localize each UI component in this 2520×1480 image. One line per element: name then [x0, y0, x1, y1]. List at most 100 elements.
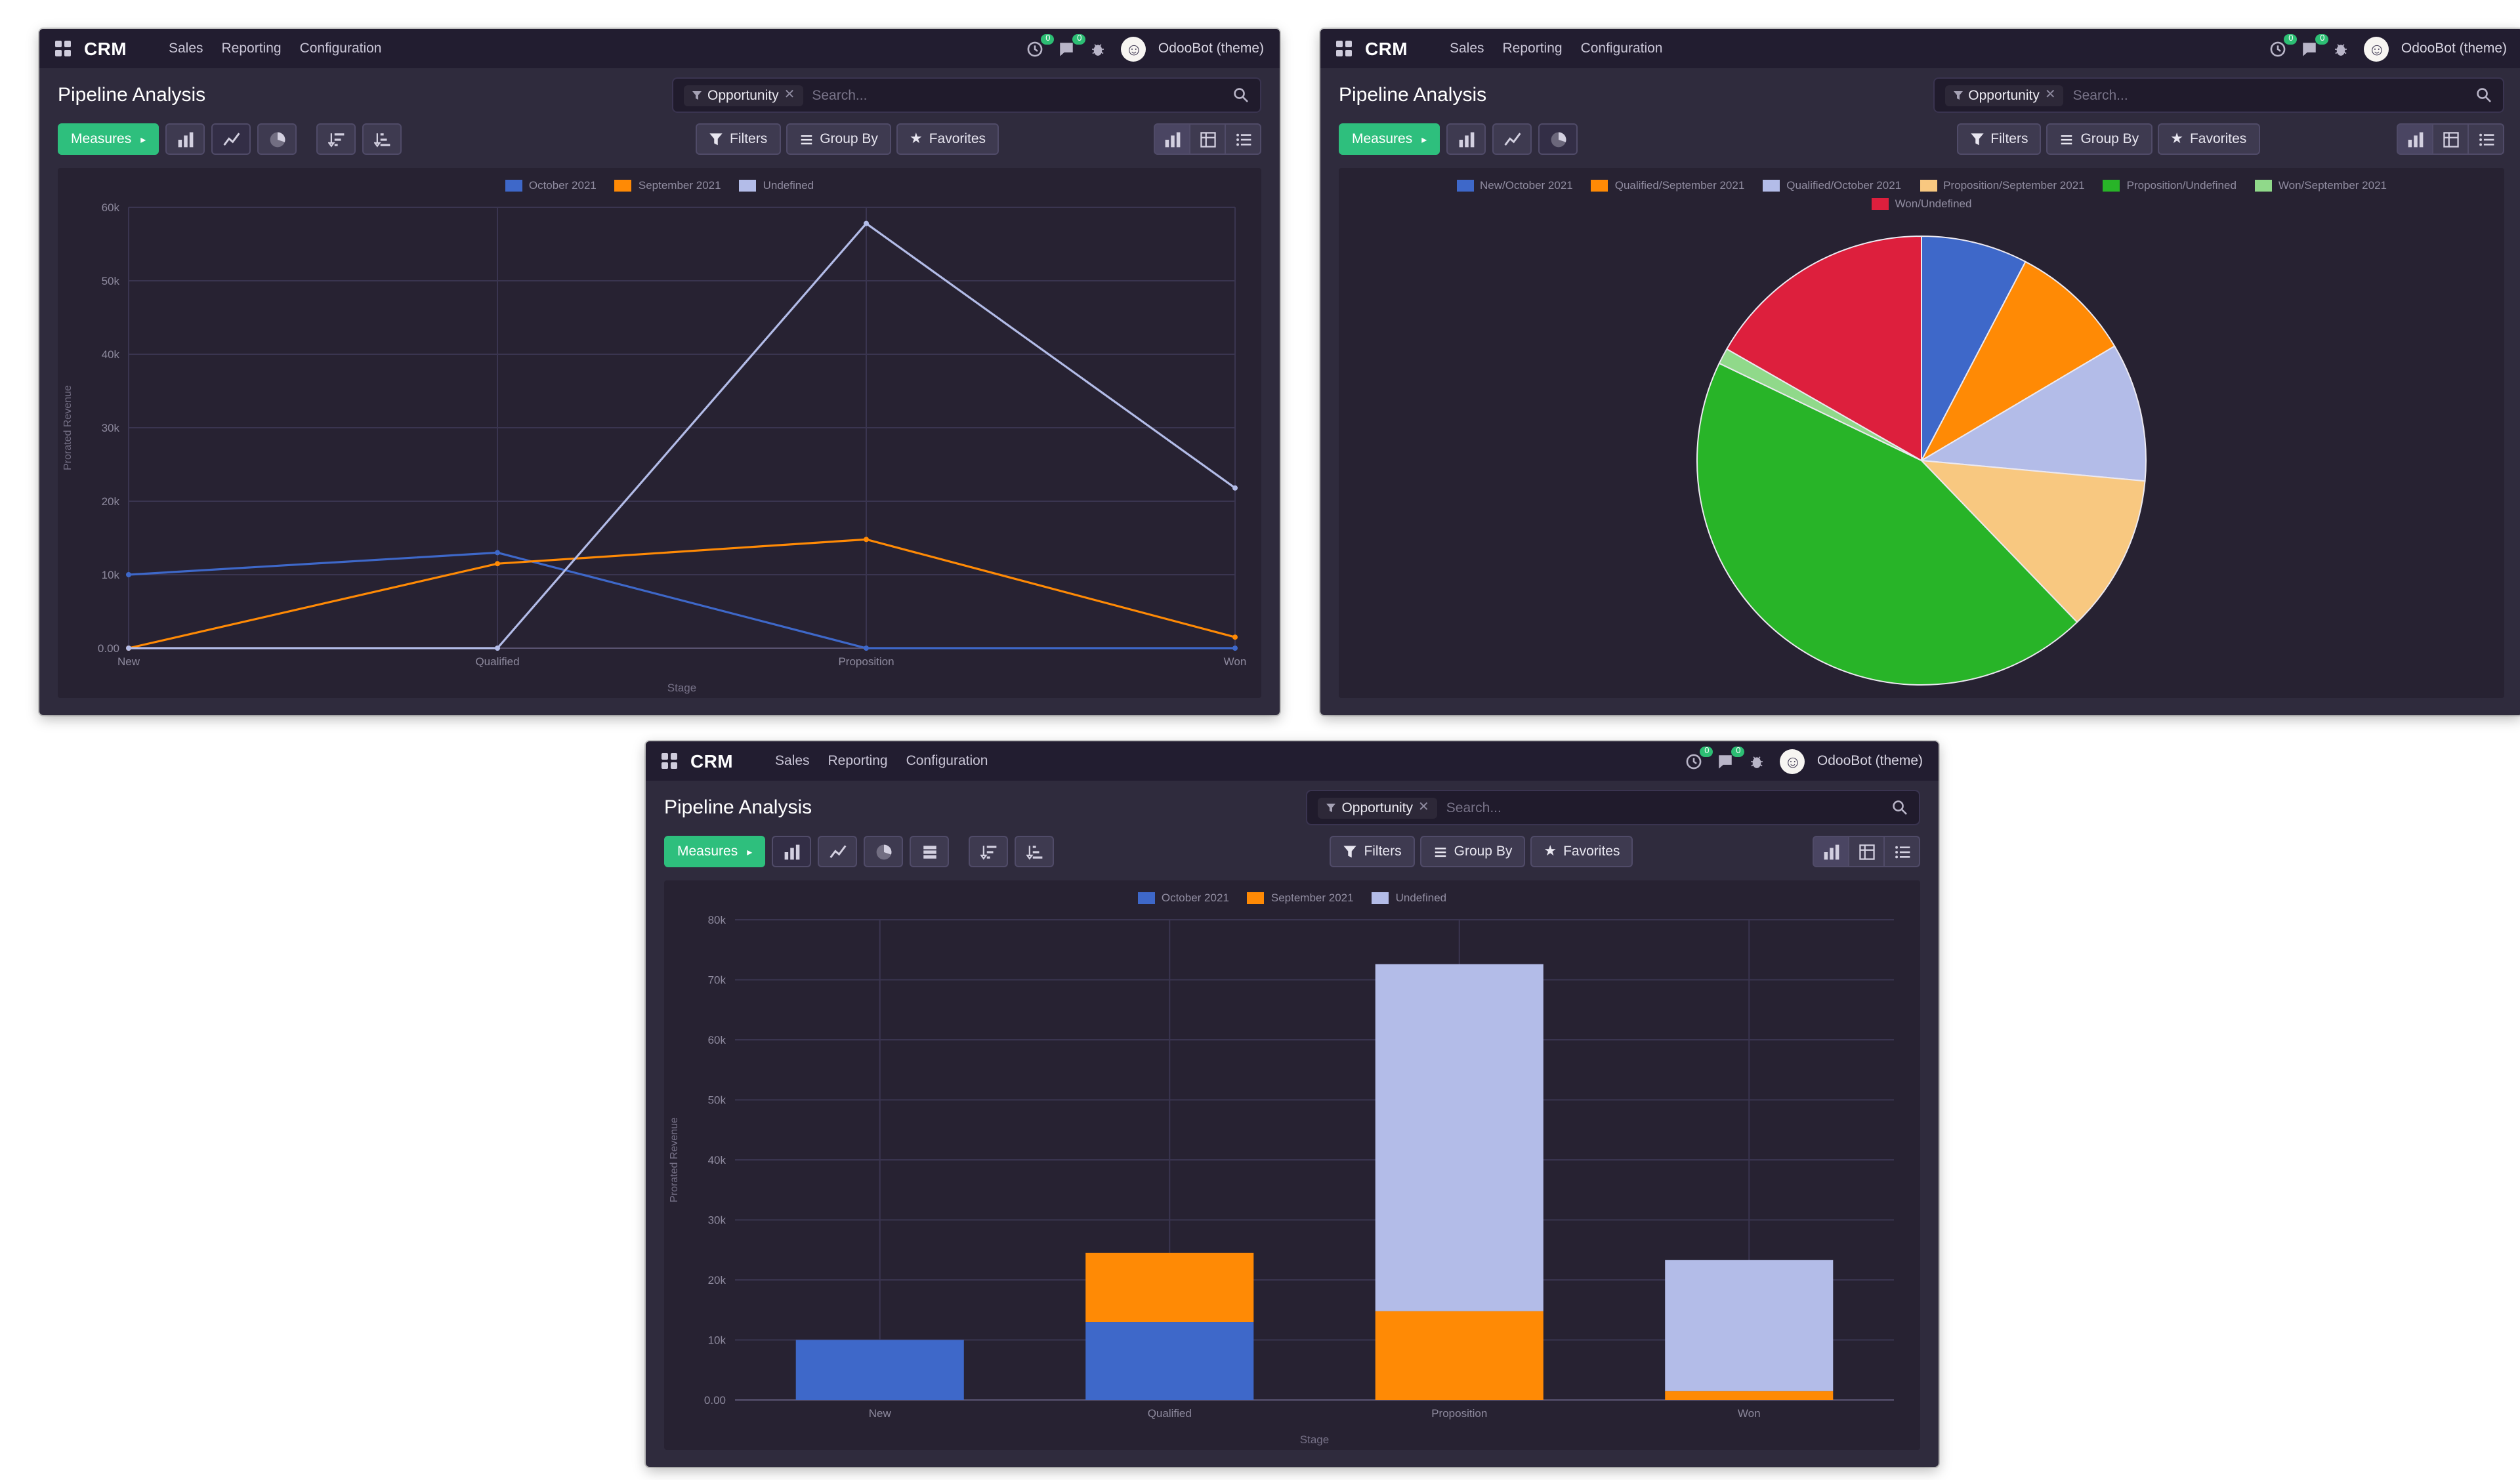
list-view-button[interactable] [2468, 123, 2504, 155]
pie-chart-button[interactable] [257, 123, 297, 155]
search-input[interactable] [809, 86, 1226, 104]
svg-text:Qualified: Qualified [475, 655, 519, 668]
legend-item[interactable]: Won/Undefined [1871, 197, 1971, 210]
line-chart-button[interactable] [818, 836, 858, 867]
apps-grid-icon[interactable] [1336, 41, 1352, 56]
remove-facet-icon[interactable]: ✕ [1418, 800, 1429, 814]
user-name[interactable]: OdooBot (theme) [2401, 41, 2507, 56]
menu-sales[interactable]: Sales [1449, 41, 1484, 56]
filter-icon [692, 91, 702, 99]
messages-icon[interactable]: 0 [2301, 33, 2329, 58]
app-name[interactable]: CRM [1365, 38, 1408, 59]
pivot-view-button[interactable] [1848, 836, 1885, 867]
filters-button[interactable]: Filters [1956, 123, 2042, 155]
legend-item[interactable]: October 2021 [1137, 891, 1229, 904]
activities-icon[interactable]: 0 [1027, 33, 1055, 58]
list-view-button[interactable] [1883, 836, 1920, 867]
pie-chart-button[interactable] [864, 836, 904, 867]
sort-descending-button[interactable] [316, 123, 356, 155]
user-avatar[interactable]: ☺ [2364, 36, 2389, 61]
legend-item[interactable]: New/October 2021 [1456, 178, 1573, 192]
bar-chart-button[interactable] [165, 123, 205, 155]
user-avatar[interactable]: ☺ [1780, 749, 1805, 773]
pie-chart-button[interactable] [1538, 123, 1578, 155]
user-avatar[interactable]: ☺ [1121, 36, 1146, 61]
legend-item[interactable]: September 2021 [614, 178, 721, 192]
debug-icon[interactable] [2333, 39, 2353, 58]
search-bar[interactable]: Opportunity ✕ [672, 77, 1261, 113]
user-name[interactable]: OdooBot (theme) [1816, 753, 1923, 769]
messages-icon[interactable]: 0 [1059, 33, 1086, 58]
favorites-button[interactable]: ★ Favorites [896, 123, 999, 155]
menu-sales[interactable]: Sales [774, 753, 810, 769]
messages-icon[interactable]: 0 [1717, 746, 1745, 771]
legend-item[interactable]: Won/September 2021 [2254, 178, 2387, 192]
search-bar[interactable]: Opportunity ✕ [1306, 790, 1920, 825]
search-icon[interactable] [2475, 87, 2492, 104]
sort-ascending-button[interactable] [362, 123, 402, 155]
apps-grid-icon[interactable] [662, 753, 677, 769]
search-bar[interactable]: Opportunity ✕ [1933, 77, 2504, 113]
legend-label: October 2021 [528, 178, 597, 192]
measures-button[interactable]: Measures ▸ [664, 836, 766, 867]
sort-descending-button[interactable] [969, 836, 1009, 867]
search-icon[interactable] [1232, 87, 1250, 104]
graph-view-button[interactable] [1813, 836, 1849, 867]
user-name[interactable]: OdooBot (theme) [1158, 41, 1264, 56]
legend-item[interactable]: Qualified/September 2021 [1591, 178, 1744, 192]
facet-label: Opportunity [707, 87, 779, 103]
debug-icon[interactable] [1749, 751, 1769, 771]
favorites-button[interactable]: ★ Favorites [2157, 123, 2260, 155]
line-chart[interactable]: 0.00 10k 20k 30k 40k 50k 60k New Qualified Propos… [58, 194, 1261, 698]
legend-item[interactable]: Proposition/September 2021 [1920, 178, 2085, 192]
pie-chart[interactable] [1339, 213, 2504, 698]
legend-item[interactable]: September 2021 [1247, 891, 1354, 904]
legend-label: September 2021 [638, 178, 721, 192]
measures-button[interactable]: Measures ▸ [58, 123, 159, 155]
list-view-button[interactable] [1225, 123, 1261, 155]
legend-item[interactable]: Undefined [1372, 891, 1446, 904]
measures-button[interactable]: Measures ▸ [1339, 123, 1440, 155]
app-name[interactable]: CRM [84, 38, 127, 59]
svg-text:Stage: Stage [1300, 1433, 1329, 1446]
menu-configuration[interactable]: Configuration [1580, 41, 1663, 56]
stacked-bar-chart[interactable]: 0.00 10k 20k 30k 40k 50k 60k 70k 80k New Qualified… [664, 907, 1920, 1450]
graph-view-button[interactable] [2397, 123, 2433, 155]
legend-item[interactable]: October 2021 [505, 178, 597, 192]
menu-configuration[interactable]: Configuration [906, 753, 988, 769]
menu-reporting[interactable]: Reporting [828, 753, 888, 769]
bar-chart-button[interactable] [772, 836, 812, 867]
remove-facet-icon[interactable]: ✕ [2044, 87, 2056, 102]
filters-button[interactable]: Filters [1330, 836, 1415, 867]
line-chart-button[interactable] [211, 123, 251, 155]
menu-reporting[interactable]: Reporting [1502, 41, 1563, 56]
search-input[interactable] [1443, 798, 1885, 817]
favorites-button[interactable]: ★ Favorites [1530, 836, 1633, 867]
activities-icon[interactable]: 0 [2270, 33, 2298, 58]
line-chart-button[interactable] [1492, 123, 1532, 155]
menu-configuration[interactable]: Configuration [299, 41, 382, 56]
graph-view-button[interactable] [1154, 123, 1190, 155]
search-input[interactable] [2070, 86, 2469, 104]
remove-facet-icon[interactable]: ✕ [784, 87, 795, 102]
pivot-view-button[interactable] [1189, 123, 1226, 155]
group-by-button[interactable]: Group By [786, 123, 891, 155]
legend-item[interactable]: Proposition/Undefined [2103, 178, 2236, 192]
activities-icon[interactable]: 0 [1686, 746, 1713, 771]
debug-icon[interactable] [1090, 39, 1110, 58]
sort-ascending-button[interactable] [1015, 836, 1055, 867]
stacked-toggle-button[interactable] [910, 836, 950, 867]
legend-item[interactable]: Qualified/October 2021 [1763, 178, 1901, 192]
apps-grid-icon[interactable] [55, 41, 71, 56]
group-by-button[interactable]: Group By [1419, 836, 1526, 867]
menu-reporting[interactable]: Reporting [221, 41, 282, 56]
filters-button[interactable]: Filters [696, 123, 781, 155]
legend-item[interactable]: Undefined [739, 178, 814, 192]
search-icon[interactable] [1891, 799, 1908, 816]
pivot-view-button[interactable] [2432, 123, 2469, 155]
bar-chart-button[interactable] [1446, 123, 1486, 155]
group-by-button[interactable]: Group By [2046, 123, 2152, 155]
menu-sales[interactable]: Sales [168, 41, 203, 56]
legend-swatch [2103, 179, 2120, 191]
app-name[interactable]: CRM [690, 750, 733, 771]
